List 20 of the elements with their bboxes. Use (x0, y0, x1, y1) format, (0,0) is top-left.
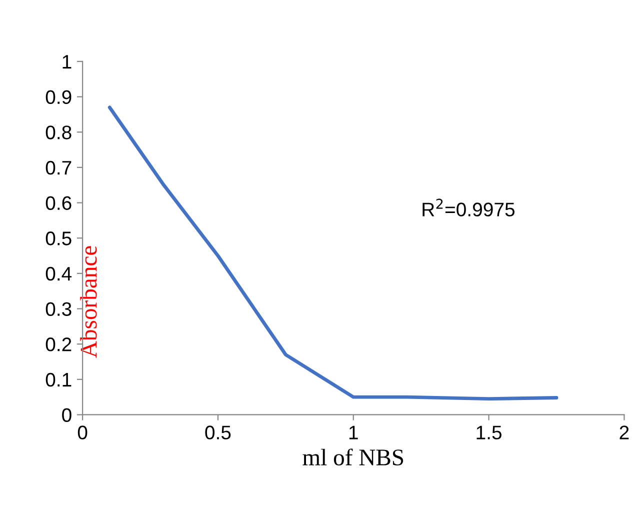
annotation: R$^{2}$=0.9975 (422, 198, 515, 216)
x-tick-label: 0 (78, 426, 88, 440)
y-axis-title: Absorbance (80, 246, 97, 358)
y-tick-label: 0 (62, 408, 72, 422)
y-tick-label: 0.4 (46, 266, 72, 281)
x-axis-title: ml of NBS (302, 448, 404, 466)
y-tick-label: 0.8 (46, 126, 72, 140)
y-tick-label: 0.7 (46, 160, 72, 175)
y-tick-label: 0.9 (46, 90, 72, 104)
line-series (108, 106, 558, 401)
y-tick-label: 0.6 (46, 196, 72, 210)
x-tick-label: 1.5 (476, 426, 502, 440)
x-tick-label: 2 (620, 426, 629, 440)
y-tick-label: 0.2 (46, 338, 72, 352)
y-tick-label: 0.1 (46, 372, 72, 387)
x-tick-label: 0.5 (205, 426, 231, 440)
x-tick-label: 1 (349, 426, 358, 440)
y-tick-label: 0.3 (46, 302, 72, 316)
y-tick-label: 1 (62, 55, 72, 68)
y-tick-label: 0.5 (46, 232, 72, 246)
